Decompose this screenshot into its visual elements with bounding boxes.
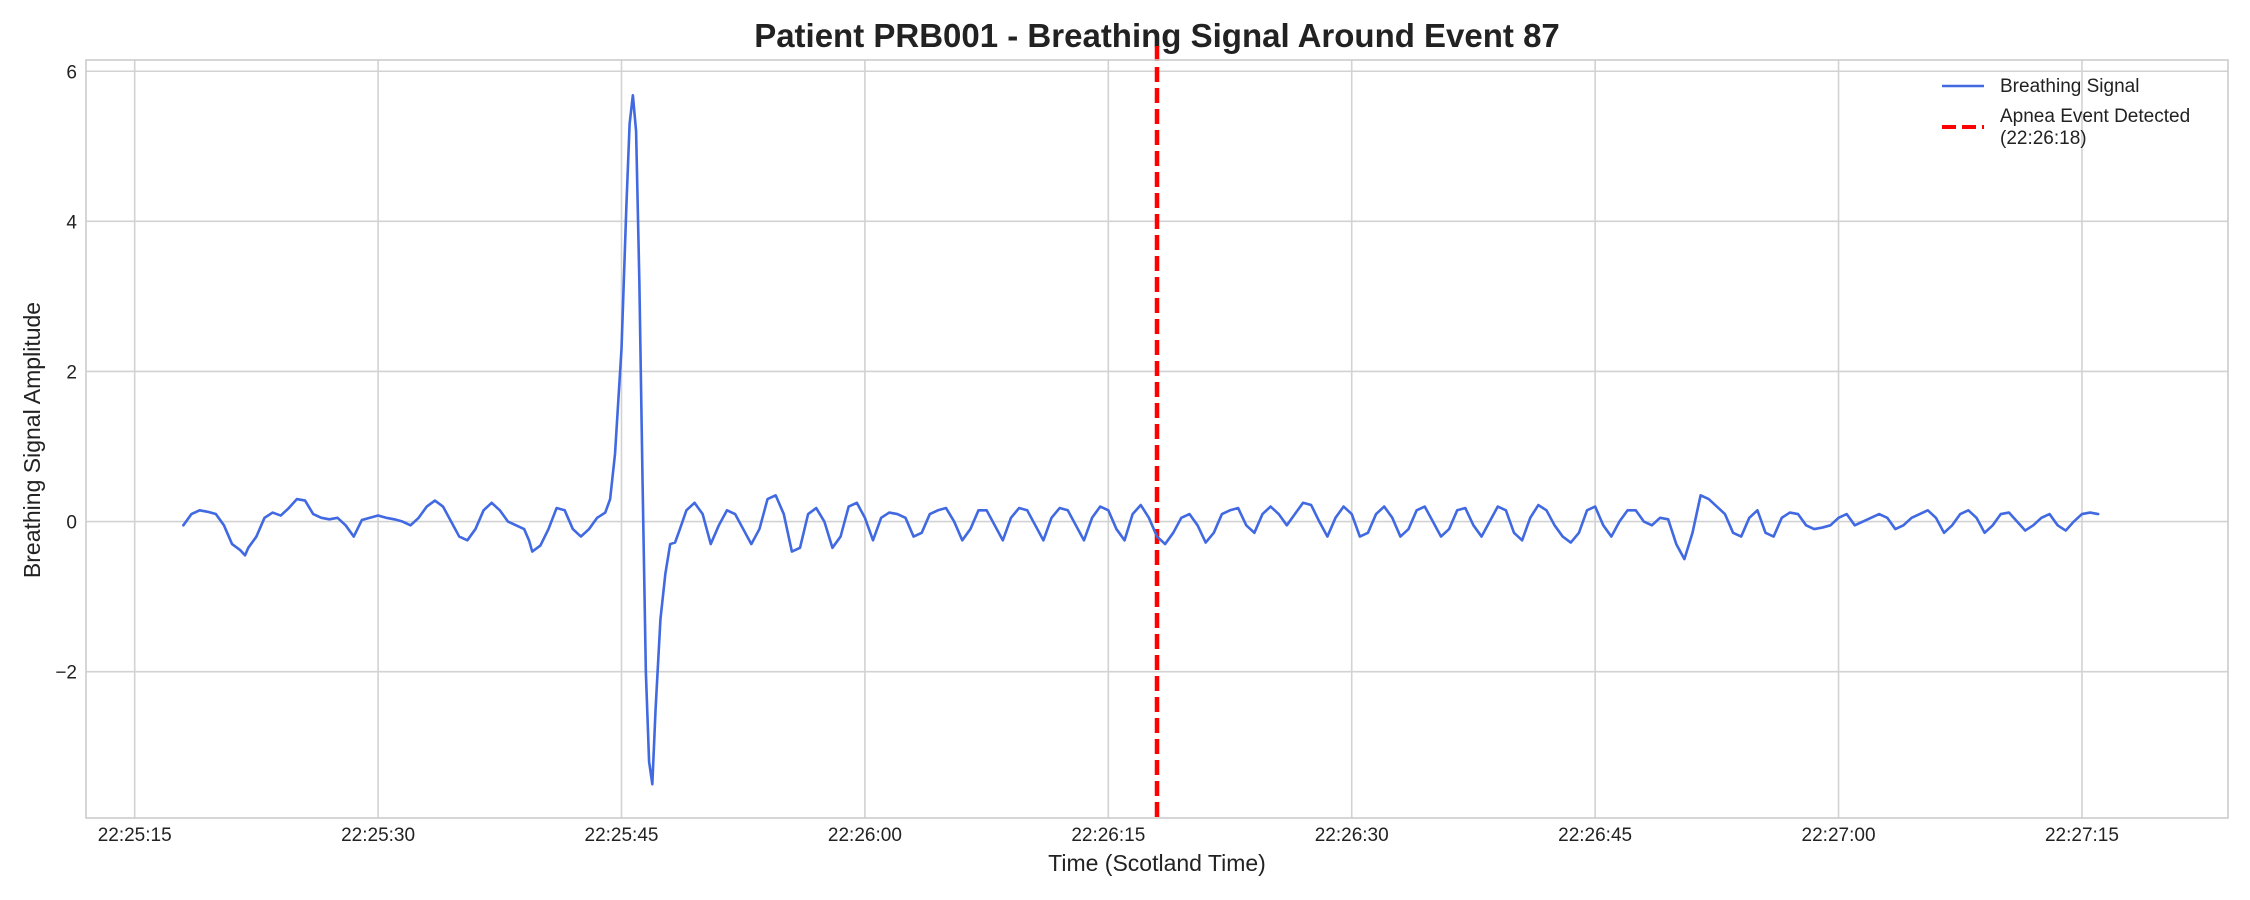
series-layer: [182, 93, 2100, 786]
legend: Breathing Signal Apnea Event Detected (2…: [1942, 76, 2190, 149]
y-tick-label: 6: [66, 62, 77, 83]
y-tick-label: 0: [66, 513, 77, 534]
y-tick-label: 4: [66, 212, 77, 233]
x-tick-label: 22:26:00: [828, 825, 902, 846]
legend-label-apnea-event-time: (22:26:18): [2000, 128, 2087, 149]
y-axis-label: Breathing Signal Amplitude: [19, 302, 45, 578]
y-axis-ticks: −2 0 2 4 6: [55, 62, 77, 683]
x-axis-label: Time (Scotland Time): [1048, 850, 1266, 876]
legend-label-apnea-event: Apnea Event Detected: [2000, 106, 2190, 127]
y-tick-label: 2: [66, 362, 77, 383]
x-tick-label: 22:26:45: [1558, 825, 1632, 846]
legend-label-breathing-signal: Breathing Signal: [2000, 76, 2139, 97]
x-axis-ticks: 22:25:15 22:25:30 22:25:45 22:26:00 22:26:15…: [98, 825, 2119, 846]
x-tick-label: 22:27:15: [2045, 825, 2119, 846]
y-tick-label: −2: [55, 663, 77, 684]
x-tick-label: 22:25:30: [341, 825, 415, 846]
breathing-signal-line: [182, 93, 2100, 786]
x-tick-label: 22:26:15: [1071, 825, 1145, 846]
x-tick-label: 22:26:30: [1315, 825, 1389, 846]
x-tick-label: 22:25:15: [98, 825, 172, 846]
x-tick-label: 22:27:00: [1802, 825, 1876, 846]
x-tick-label: 22:25:45: [585, 825, 659, 846]
plot-frame: [85, 59, 2229, 819]
